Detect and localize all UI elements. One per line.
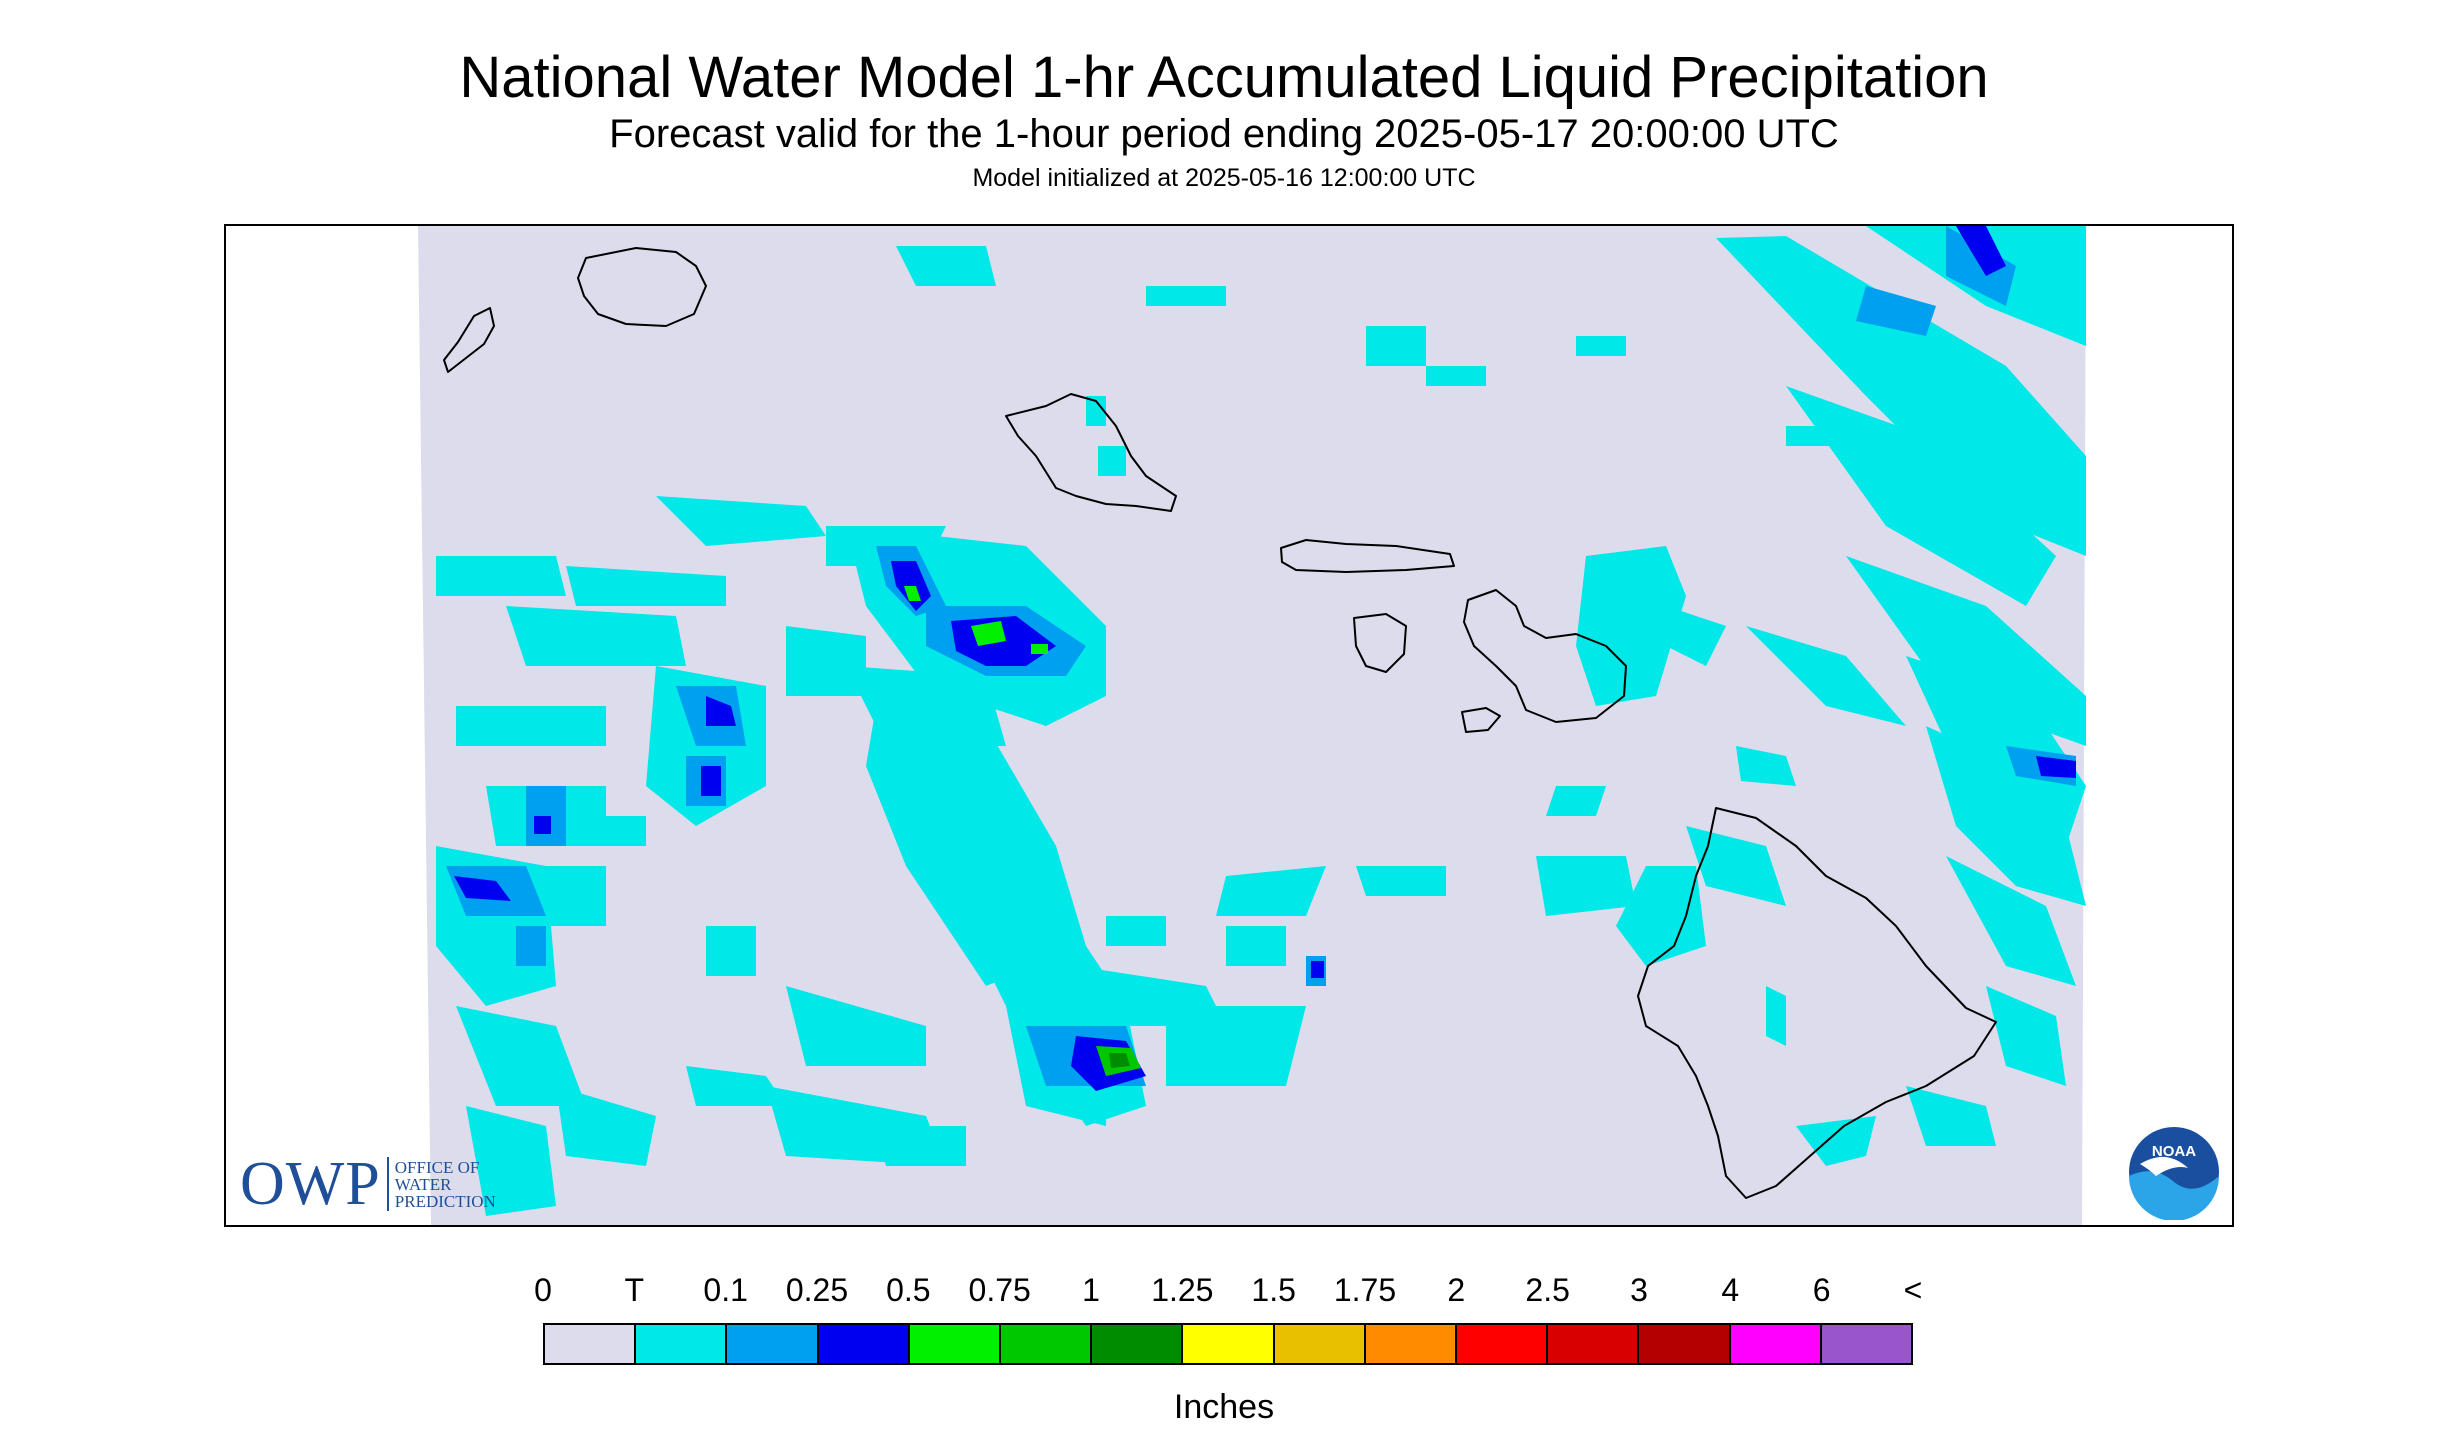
legend-tick-label: 0.75: [968, 1272, 1031, 1308]
legend-tick-label: 1.75: [1333, 1272, 1397, 1308]
legend-swatch: [1639, 1325, 1731, 1363]
owp-line-3: PREDICTION: [394, 1191, 496, 1211]
owp-logo-text: OFFICE OF WATER PREDICTION: [395, 1159, 496, 1210]
owp-logo-divider: [386, 1157, 389, 1211]
precipitation-map: OWP OFFICE OF WATER PREDICTION NOAA: [224, 224, 2234, 1227]
legend-swatch: [1274, 1325, 1366, 1363]
legend-swatch: [1183, 1325, 1275, 1363]
noaa-seal-icon: NOAA: [2127, 1125, 2221, 1220]
owp-logo-letters: OWP: [240, 1150, 381, 1218]
legend-tick-label: 1: [1082, 1272, 1100, 1308]
legend-tick-label: 4: [1721, 1272, 1740, 1308]
map-title: National Water Model 1-hr Accumulated Li…: [459, 45, 1989, 110]
legend-tick-label: T: [624, 1272, 645, 1308]
legend-swatch: [727, 1325, 819, 1363]
noaa-logo-text: NOAA: [2152, 1143, 2196, 1160]
kauai-outline: [577, 247, 707, 327]
owp-line-2: WATER: [394, 1174, 452, 1194]
maui-outline: [1463, 589, 1627, 723]
legend-tick-label: 0.25: [785, 1272, 849, 1308]
legend-swatch: [1092, 1325, 1184, 1363]
legend-tick-label: 2: [1447, 1272, 1466, 1308]
legend-swatch: [545, 1325, 637, 1363]
legend-swatch: [818, 1325, 910, 1363]
hawaii-big-island-outline: [1637, 807, 1997, 1199]
legend-swatch: [1548, 1325, 1640, 1363]
legend-tick-labels: 0 T 0.1 0.25 0.5 0.75 1 1.25 1.5 1.75 2 2.5 3 4 6 <: [534, 1272, 1922, 1312]
owp-logo: OWP OFFICE OF WATER PREDICTION: [240, 1150, 496, 1218]
legend-units: Inches: [1173, 1388, 1275, 1426]
precip-heavy-areas: [904, 586, 1141, 1076]
molokai-outline: [1280, 539, 1455, 573]
model-domain: [418, 226, 2086, 1225]
niihau-outline: [443, 307, 495, 373]
legend-swatch: [1457, 1325, 1549, 1363]
legend-tick-label: <: [1903, 1272, 1923, 1308]
legend-swatch: [1365, 1325, 1458, 1363]
legend-swatch: [909, 1325, 1002, 1363]
legend-swatch: [1001, 1325, 1093, 1363]
legend-tick-label: 2.5: [1525, 1272, 1570, 1308]
island-coastlines: [443, 247, 1997, 1199]
legend-tick-label: 3: [1630, 1272, 1648, 1308]
legend-swatch: [1821, 1325, 1912, 1363]
legend-color-bar: [543, 1323, 1913, 1365]
legend-swatch: [636, 1325, 728, 1363]
legend-tick-label: 0.5: [886, 1272, 931, 1308]
legend-tick-label: 0: [534, 1272, 552, 1308]
legend-tick-label: 6: [1812, 1272, 1831, 1308]
legend-swatch: [1730, 1325, 1822, 1363]
legend-tick-label: 1.25: [1151, 1272, 1214, 1308]
map-canvas: [418, 226, 2086, 1225]
legend-tick-label: 0.1: [703, 1272, 748, 1308]
kahoolawe-outline: [1461, 707, 1501, 733]
map-subtitle: Forecast valid for the 1-hour period end…: [609, 112, 1839, 156]
owp-line-1: OFFICE OF: [394, 1157, 480, 1177]
oahu-outline: [1005, 393, 1177, 512]
legend-tick-label: 1.5: [1251, 1272, 1296, 1308]
model-init-text: Model initialized at 2025-05-16 12:00:00…: [972, 164, 1476, 192]
lanai-outline: [1353, 613, 1407, 673]
